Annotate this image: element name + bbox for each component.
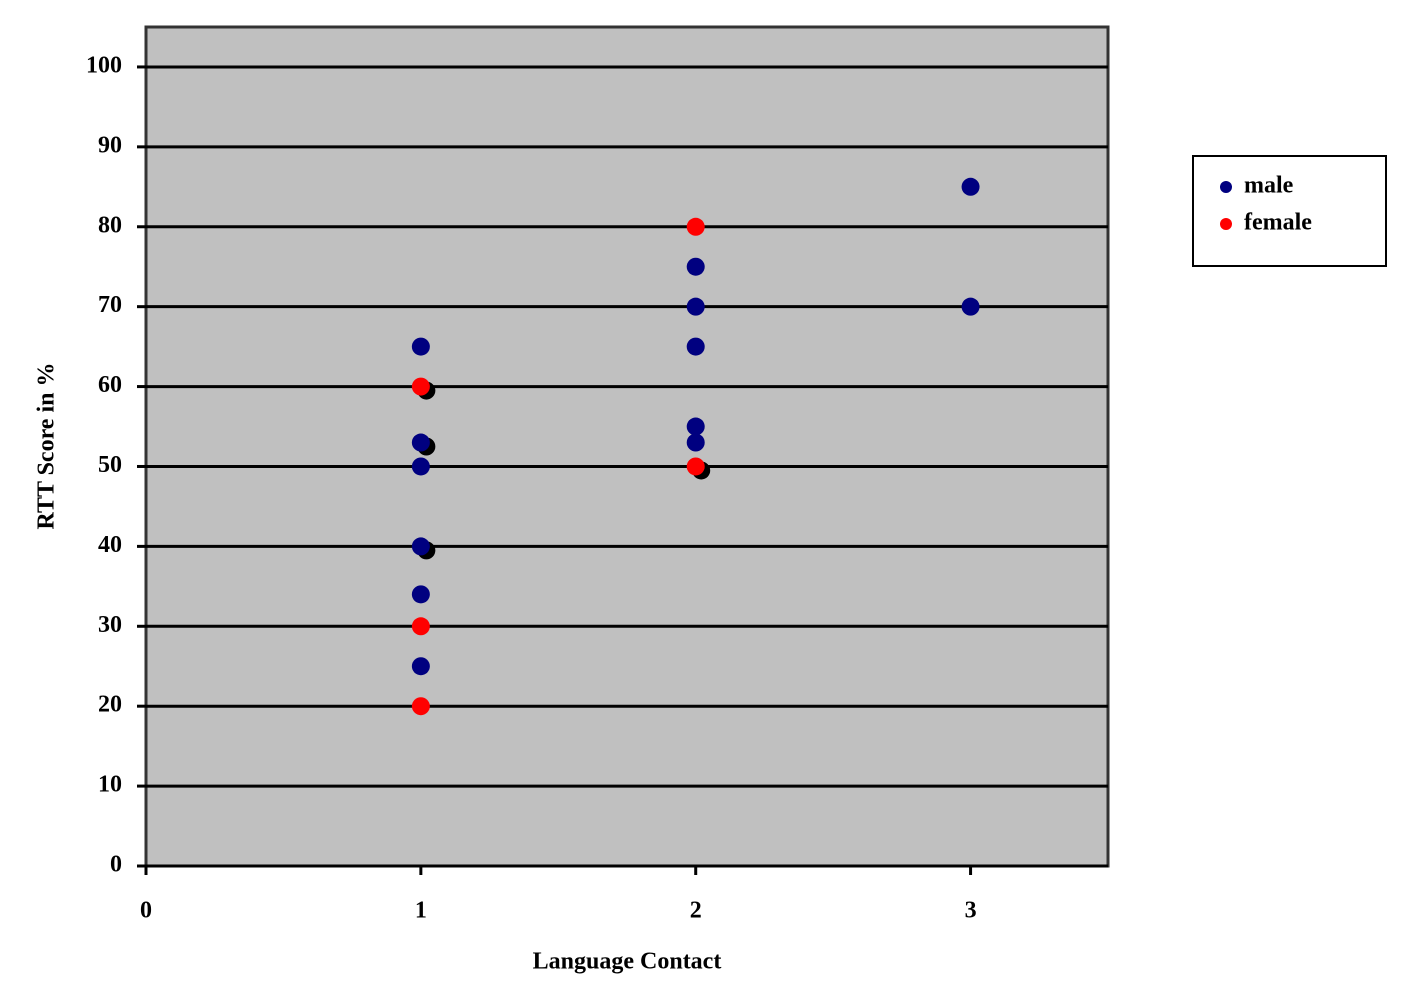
point: [686, 257, 705, 276]
x-tick-label: 0: [140, 898, 152, 924]
legend-label: male: [1244, 173, 1294, 199]
point: [411, 433, 430, 452]
y-tick-label: 100: [86, 52, 122, 78]
point: [961, 177, 980, 196]
y-tick-label: 20: [98, 692, 122, 718]
point: [686, 217, 705, 236]
point: [961, 297, 980, 316]
y-tick-label: 70: [98, 292, 122, 318]
legend: [1192, 155, 1387, 267]
x-tick-label: 1: [415, 898, 427, 924]
y-tick-label: 30: [98, 612, 122, 638]
plot-area: [144, 25, 1110, 868]
x-tick-label: 3: [965, 898, 977, 924]
point: [411, 697, 430, 716]
point: [411, 457, 430, 476]
y-tick-label: 50: [98, 452, 122, 478]
x-axis-label: Language Contact: [533, 949, 722, 975]
legend-marker: [1220, 218, 1232, 230]
point: [411, 617, 430, 636]
point: [686, 417, 705, 436]
legend-label: female: [1244, 210, 1312, 236]
y-tick-label: 40: [98, 532, 122, 558]
legend-marker: [1220, 181, 1232, 193]
y-tick-label: 90: [98, 132, 122, 158]
y-tick-label: 10: [98, 772, 122, 798]
y-tick-label: 0: [110, 852, 122, 878]
point: [411, 585, 430, 604]
point: [686, 297, 705, 316]
point: [411, 537, 430, 556]
x-tick-label: 2: [690, 898, 702, 924]
y-axis-label: RTT Score in %: [34, 363, 60, 530]
point: [411, 377, 430, 396]
point: [686, 337, 705, 356]
y-tick-label: 80: [98, 212, 122, 238]
point: [686, 457, 705, 476]
point: [411, 337, 430, 356]
y-tick-label: 60: [98, 372, 122, 398]
point: [686, 433, 705, 452]
point: [411, 657, 430, 676]
